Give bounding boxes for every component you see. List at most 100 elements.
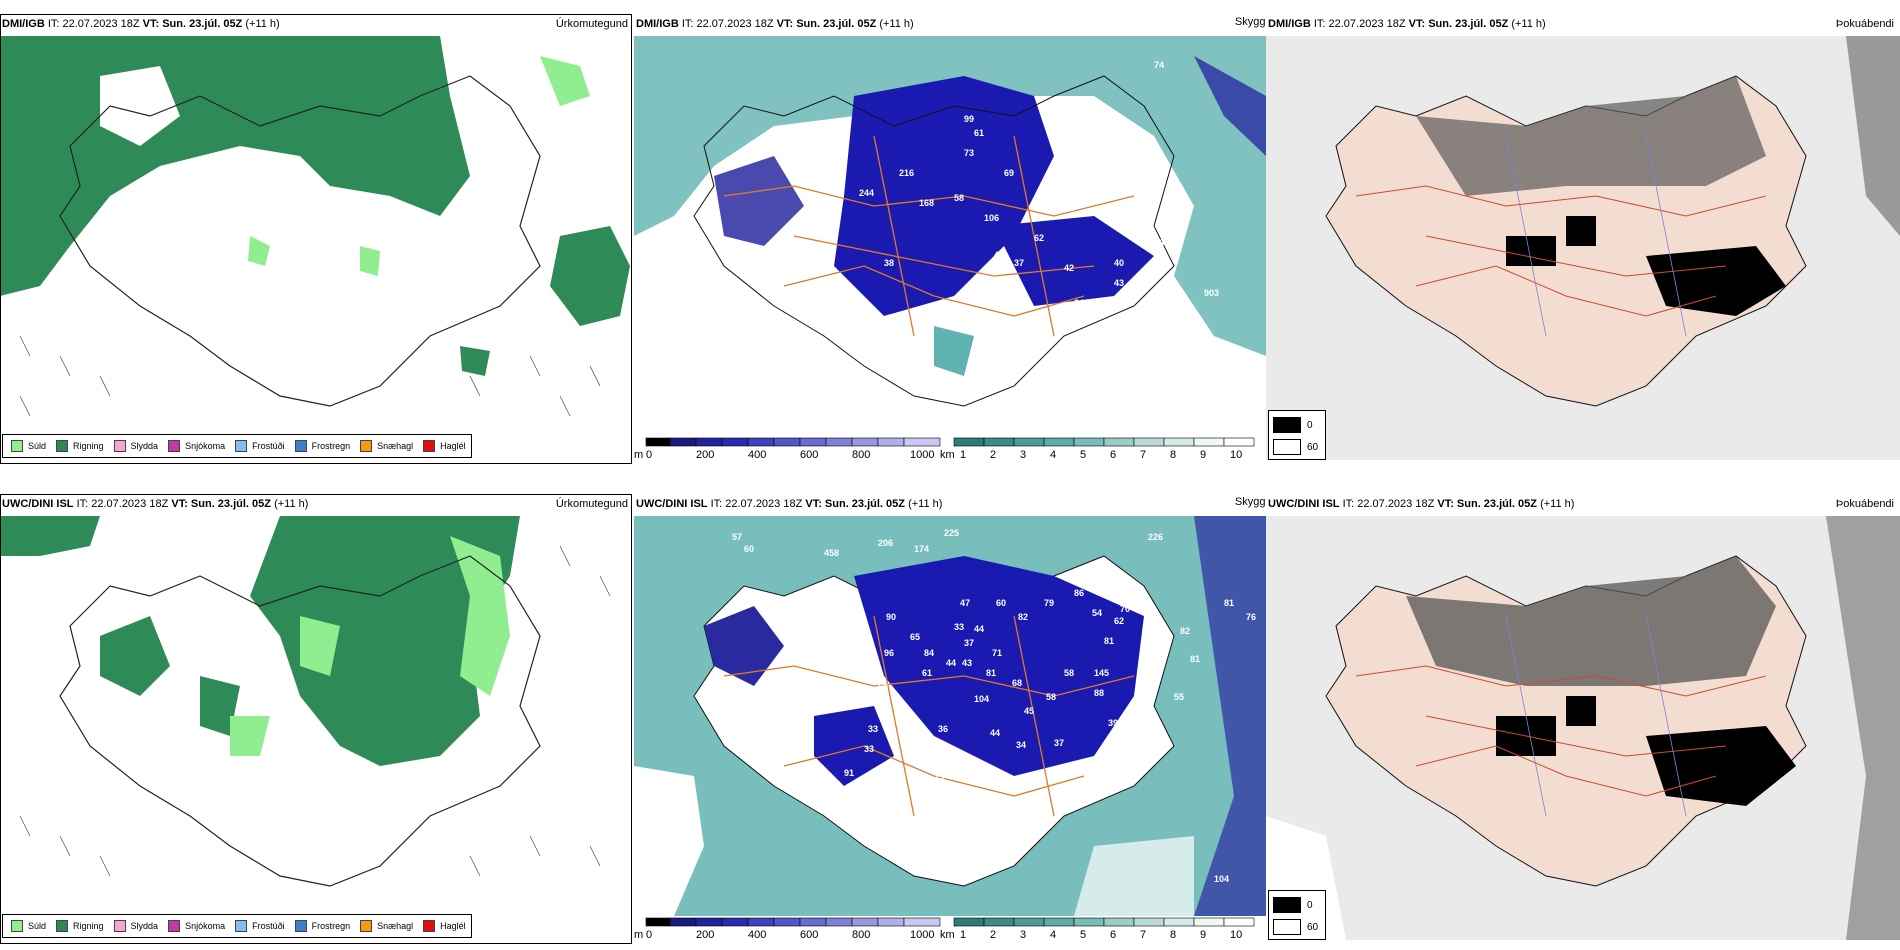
cloud-label: 94 (929, 368, 939, 378)
legend-item: Frostúði (235, 920, 285, 932)
cloud-label: 52 (1064, 203, 1074, 213)
cloud-label: 37 (1054, 738, 1064, 748)
precip-map (0, 516, 632, 906)
legend-item: Snæhagl (360, 920, 413, 932)
colorbar-tick: 0 (646, 929, 652, 941)
cloud-label: 36 (938, 724, 948, 734)
cloud-label: 43 (962, 658, 972, 668)
cloud-label: 37 (964, 638, 974, 648)
cloud-label: 145 (1094, 668, 1109, 678)
fog-legend: 0 60 (1268, 890, 1326, 940)
fog-panel-top: DMI/IGB IT: 22.07.2023 18Z VT: Sun. 23.j… (1266, 10, 1900, 464)
colorbar-tick: 0 (646, 449, 652, 461)
cloud-panel-bottom: UWC/DINI ISL IT: 22.07.2023 18Z VT: Sun.… (634, 490, 1274, 948)
panel-header: DMI/IGB IT: 22.07.2023 18Z VT: Sun. 23.j… (1268, 18, 1546, 30)
colorbar-unit: m (634, 929, 643, 941)
legend-item: Haglél (423, 440, 466, 452)
cloud-label: 69 (1004, 168, 1014, 178)
cloud-label: 44 (946, 658, 956, 668)
legend-item: Rigning (56, 920, 104, 932)
panel-title: Skyggni (1234, 16, 1274, 28)
cloud-label: 58 (954, 193, 964, 203)
cloud-label: 37 (1104, 740, 1114, 750)
precip-map (0, 36, 632, 426)
legend-item: Snjókoma (168, 440, 225, 452)
cloud-label: 104 (1214, 874, 1229, 884)
cloud-label: 70 (1120, 604, 1130, 614)
cloud-label: 33 (868, 724, 878, 734)
cloud-label: 38 (884, 258, 894, 268)
colorbar-tick: 800 (852, 929, 870, 941)
cloud-label: 37 (1014, 258, 1024, 268)
cloud-label: 69 (878, 682, 888, 692)
island-outline (693, 75, 1175, 407)
cloud-label: 107 (804, 206, 819, 216)
island-outline (59, 75, 541, 407)
cloud-label: 38 (1144, 193, 1154, 203)
cloud-label: 70 (1164, 223, 1174, 233)
cloud-label: 57 (1134, 722, 1144, 732)
cloud-label: 84 (1074, 298, 1084, 308)
cloud-label: 90 (886, 612, 896, 622)
cloud-label: 76 (1246, 612, 1256, 622)
precip-legend: Súld Rigning Slydda Snjókoma Frostúði Fr… (2, 434, 472, 458)
legend-item: Haglél (423, 920, 466, 932)
colorbar-tick: 4 (1050, 449, 1056, 461)
cloud-label: 45 (1024, 706, 1034, 716)
cloud-label: 65 (910, 632, 920, 642)
cloud-label: 58 (1064, 668, 1074, 678)
colorbar-tick: 600 (800, 929, 818, 941)
cloud-label: 58 (1144, 153, 1154, 163)
colorbar-tick: 4 (1050, 929, 1056, 941)
colorbar-tick: 200 (696, 449, 714, 461)
cloud-label: 903 (1204, 288, 1219, 298)
cloud-label: 244 (859, 188, 874, 198)
cloud-label: 96 (884, 648, 894, 658)
colorbar-unit: km (940, 449, 955, 461)
cloud-label: 34 (1016, 740, 1026, 750)
cloud-label: 70 (824, 288, 834, 298)
panel-title: Þokuábendi (1835, 18, 1894, 30)
fog-map (1266, 36, 1900, 460)
panel-title: Úrkomutegund (555, 498, 628, 510)
cloud-label: 104 (974, 694, 989, 704)
colorbar-tick: 400 (748, 449, 766, 461)
precip-panel-bottom: UWC/DINI ISL IT: 22.07.2023 18Z VT: Sun.… (0, 490, 634, 944)
colorbar-tick: 2 (990, 449, 996, 461)
legend-item: Frostúði (235, 440, 285, 452)
cloud-label: 82 (1180, 626, 1190, 636)
legend-item: Snæhagl (360, 440, 413, 452)
cloud-label: 61 (922, 668, 932, 678)
cloud-label: 79 (1044, 598, 1054, 608)
cloud-label: 43 (1114, 278, 1124, 288)
colorbar: m 0 200 400 600 800 1000 km 1 2 3 4 5 6 … (634, 436, 1264, 468)
cloud-label: 210 (804, 178, 819, 188)
colorbar-tick: 1000 (910, 449, 934, 461)
cloud-label: 57 (732, 532, 742, 542)
island-outline (59, 555, 541, 887)
colorbar-tick: 8 (1170, 449, 1176, 461)
cloud-label: 91 (844, 768, 854, 778)
cloud-label: 71 (992, 648, 1002, 658)
colorbar-tick: 7 (1140, 449, 1146, 461)
cloud-label: 81 (1224, 598, 1234, 608)
colorbar-tick: 9 (1200, 449, 1206, 461)
cloud-label: 62 (1114, 616, 1124, 626)
cloud-label: 61 (974, 128, 984, 138)
cloud-label: 44 (974, 624, 984, 634)
cloud-label: 106 (984, 213, 999, 223)
colorbar-tick: 600 (800, 449, 818, 461)
cloud-label: 47 (960, 598, 970, 608)
cloud-label: 48 (1142, 624, 1152, 634)
cloud-label: 82 (1018, 612, 1028, 622)
colorbar-unit: km (940, 929, 955, 941)
cloud-map: 57 60 458 206 225 174 226 81 76 47 60 82… (634, 516, 1266, 916)
cloud-label: 458 (824, 548, 839, 558)
cloud-label: 62 (1144, 708, 1154, 718)
fog-legend-min: 0 (1307, 419, 1313, 431)
cloud-label: 80 (1159, 238, 1169, 248)
colorbar-tick: 400 (748, 929, 766, 941)
fog-legend: 0 60 (1268, 410, 1326, 460)
panel-header: DMI/IGB IT: 22.07.2023 18Z VT: Sun. 23.j… (636, 18, 914, 30)
colorbar-tick: 8 (1170, 929, 1176, 941)
